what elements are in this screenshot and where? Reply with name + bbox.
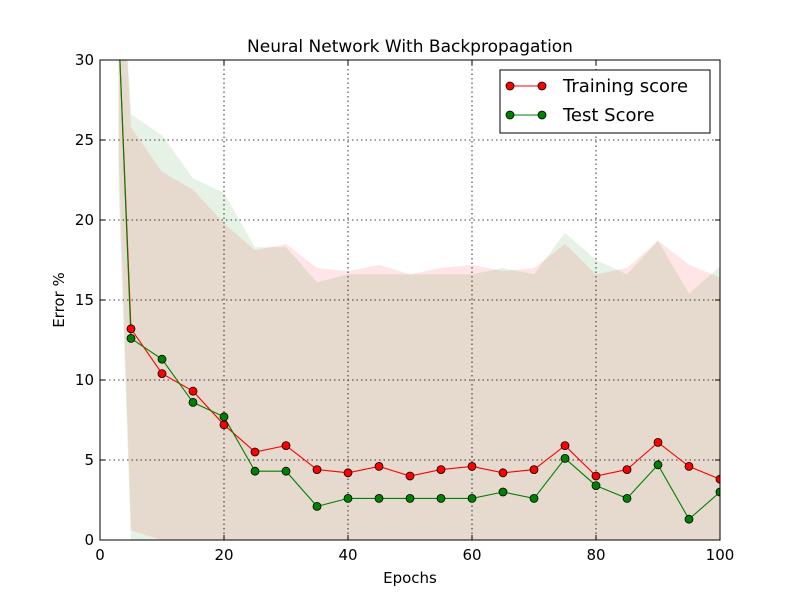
data-point-training	[188, 386, 198, 396]
y-tick-label: 0	[84, 531, 94, 549]
data-point-training	[219, 420, 229, 430]
data-point-test	[188, 397, 198, 407]
data-point-test	[219, 412, 229, 422]
y-tick-label: 15	[75, 291, 94, 309]
data-point-test	[529, 493, 539, 503]
data-point-test	[467, 493, 477, 503]
data-point-test	[684, 514, 694, 524]
legend: Training score Test Score	[499, 69, 711, 134]
axis-ticks: 0 20 40 60 80 100 0 5 10 15 20 25 30	[75, 51, 734, 564]
y-tick-label: 5	[84, 451, 94, 469]
data-point-training	[405, 471, 415, 481]
series-points	[115, 24, 720, 524]
legend-marker-test	[505, 110, 515, 120]
data-point-training	[498, 468, 508, 478]
x-axis-label: Epochs	[383, 569, 437, 587]
x-tick-label: 100	[706, 546, 735, 564]
chart-title: Neural Network With Backpropagation	[247, 37, 573, 57]
x-tick-label: 20	[214, 546, 233, 564]
data-point-test	[281, 466, 291, 476]
data-point-test	[157, 354, 167, 364]
y-tick-label: 25	[75, 131, 94, 149]
data-point-test	[715, 487, 720, 497]
data-point-training	[312, 465, 322, 475]
x-tick-label: 80	[586, 546, 605, 564]
data-point-test	[343, 493, 353, 503]
data-point-test	[436, 493, 446, 503]
data-point-training	[281, 441, 291, 451]
legend-marker-training	[537, 81, 547, 91]
data-point-training	[529, 465, 539, 475]
data-point-test	[498, 487, 508, 497]
data-point-test	[126, 333, 136, 343]
x-tick-label: 60	[462, 546, 481, 564]
data-point-test	[405, 493, 415, 503]
x-tick-label: 0	[95, 546, 105, 564]
grid-lines	[100, 60, 720, 540]
data-point-training	[560, 441, 570, 451]
data-point-training	[715, 474, 720, 484]
data-point-training	[126, 324, 136, 334]
legend-label-training: Training score	[562, 76, 688, 97]
data-point-training	[115, 24, 123, 32]
data-point-training	[436, 465, 446, 475]
data-point-training	[591, 471, 601, 481]
y-tick-label: 20	[75, 211, 94, 229]
legend-marker-test	[537, 110, 547, 120]
data-point-training	[343, 468, 353, 478]
data-point-test	[312, 501, 322, 511]
legend-marker-training	[505, 81, 515, 91]
data-point-training	[157, 369, 167, 379]
data-point-training	[467, 461, 477, 471]
data-point-training	[374, 461, 384, 471]
y-axis-label: Error %	[50, 272, 68, 328]
data-point-training	[622, 465, 632, 475]
data-point-training	[653, 437, 663, 447]
legend-label-test: Test Score	[562, 105, 655, 126]
data-point-test	[591, 481, 601, 491]
data-point-training	[684, 461, 694, 471]
confidence-bands	[118, 60, 720, 540]
legend-box	[499, 69, 711, 134]
data-point-training	[250, 447, 260, 457]
band-training	[118, 60, 720, 540]
data-point-test	[374, 493, 384, 503]
data-point-test	[115, 24, 123, 32]
data-point-test	[560, 453, 570, 463]
data-point-test	[622, 493, 632, 503]
y-tick-label: 10	[75, 371, 94, 389]
data-point-test	[653, 460, 663, 470]
x-tick-label: 40	[338, 546, 357, 564]
y-tick-label: 30	[75, 51, 94, 69]
band-test	[118, 60, 720, 540]
data-point-test	[250, 466, 260, 476]
